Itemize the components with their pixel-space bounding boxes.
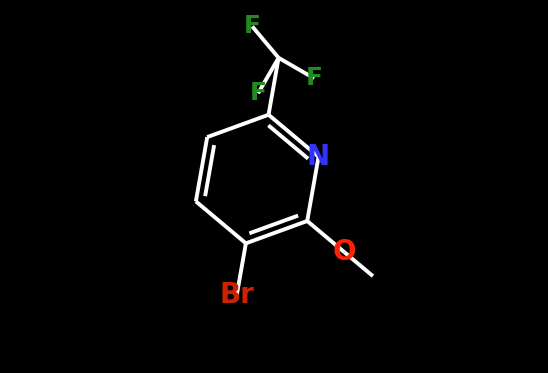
Text: F: F bbox=[249, 81, 266, 105]
Text: Br: Br bbox=[219, 281, 254, 309]
Text: O: O bbox=[333, 238, 356, 266]
Text: F: F bbox=[244, 15, 261, 38]
Text: N: N bbox=[307, 143, 330, 171]
Text: F: F bbox=[306, 66, 323, 90]
